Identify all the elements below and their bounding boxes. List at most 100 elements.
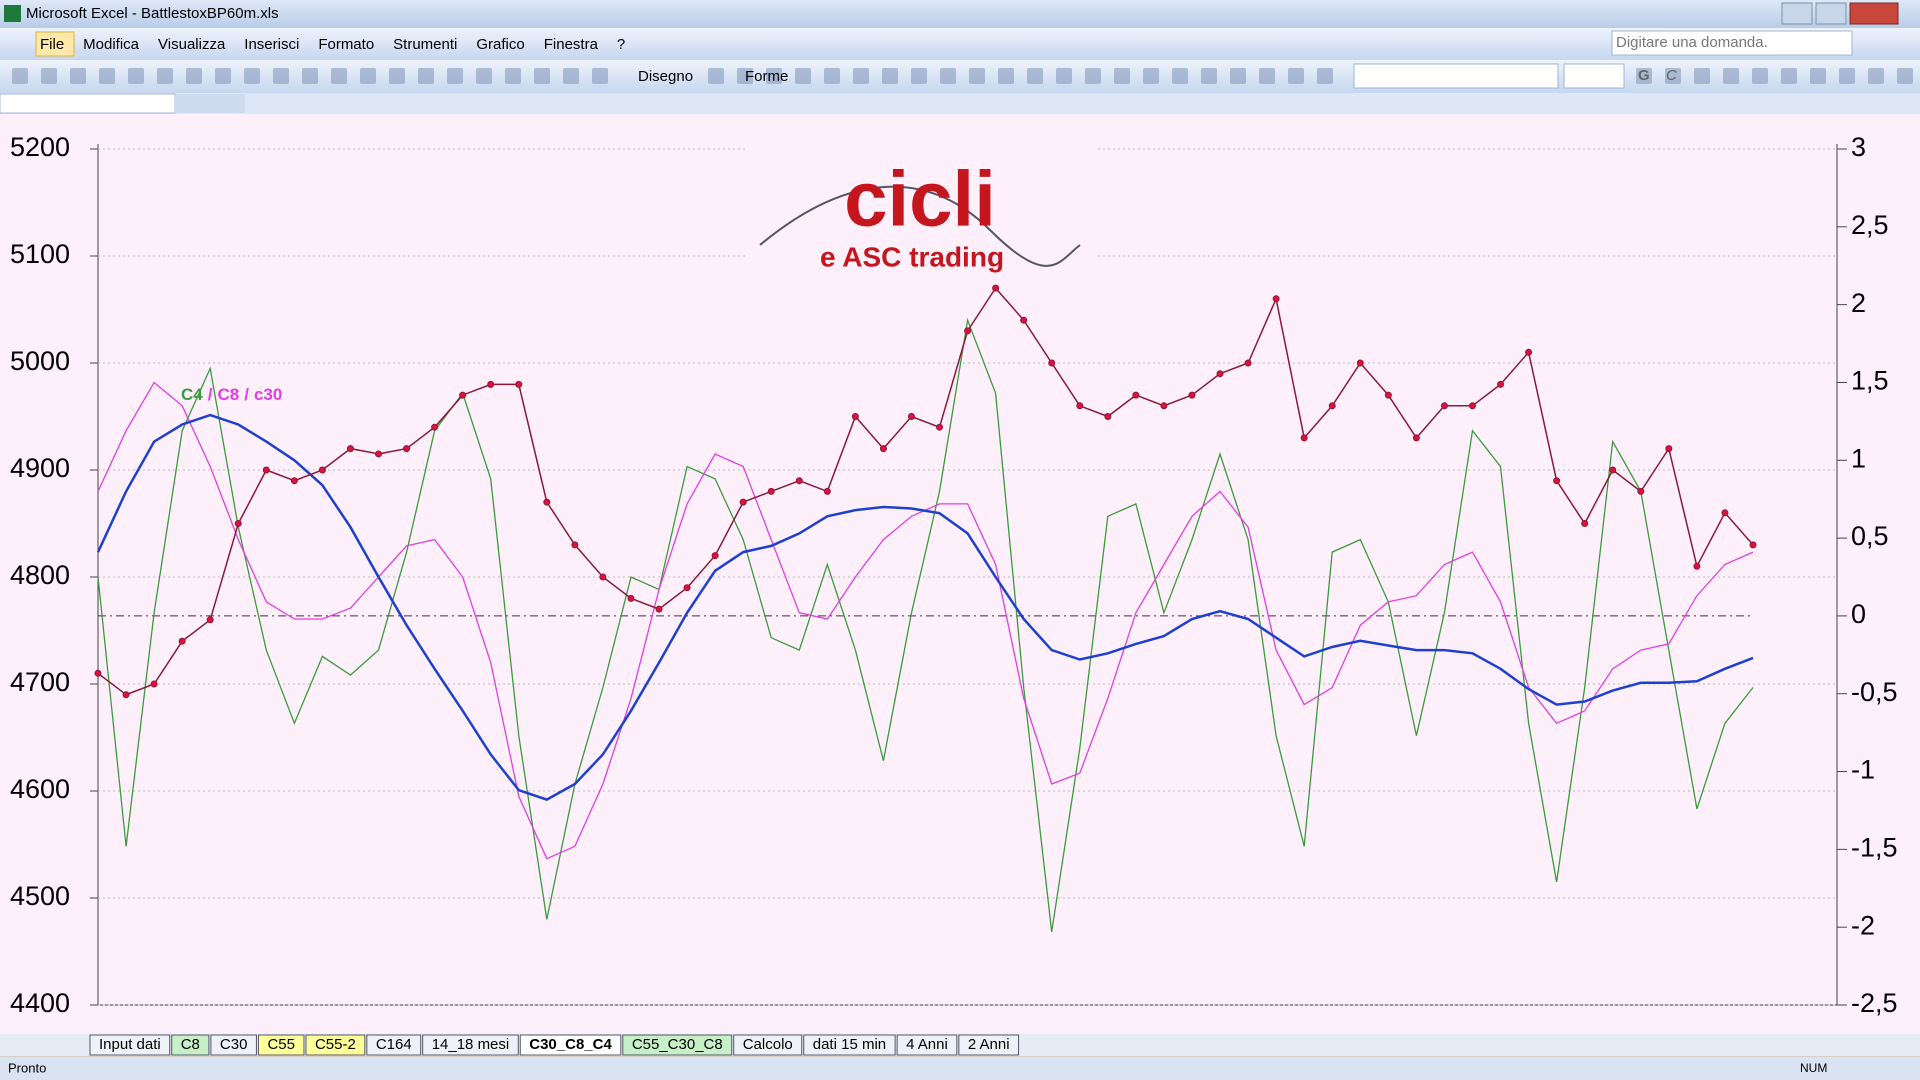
toolbar-icon[interactable] <box>41 68 57 84</box>
toolbar-icon[interactable] <box>1810 68 1826 84</box>
toolbar-icon[interactable] <box>534 68 550 84</box>
toolbar-icon[interactable] <box>1839 68 1855 84</box>
price-marker <box>1721 509 1729 517</box>
toolbar-icon[interactable] <box>882 68 898 84</box>
toolbar-icon[interactable] <box>1636 68 1652 84</box>
toolbar-icon[interactable] <box>563 68 579 84</box>
toolbar-icon[interactable] <box>1056 68 1072 84</box>
minimize-button[interactable] <box>1781 2 1813 25</box>
font-box[interactable] <box>1353 63 1559 89</box>
price-marker <box>1665 445 1673 453</box>
sheet-tab[interactable]: C8 <box>171 1034 210 1056</box>
toolbar-icon[interactable] <box>418 68 434 84</box>
sheet-tab[interactable]: Calcolo <box>733 1034 803 1056</box>
toolbar-icon[interactable] <box>1317 68 1333 84</box>
menu-item[interactable]: ? <box>617 36 625 53</box>
toolbar-icon[interactable] <box>1897 68 1913 84</box>
toolbar-icon[interactable] <box>1665 68 1681 84</box>
toolbar-icon[interactable] <box>1781 68 1797 84</box>
toolbar-icon[interactable] <box>70 68 86 84</box>
sheet-tab[interactable]: dati 15 min <box>803 1034 896 1056</box>
close-button[interactable] <box>1849 2 1899 25</box>
sheet-tab[interactable]: 14_18 mesi <box>422 1034 519 1056</box>
menu-item[interactable]: Strumenti <box>393 36 457 53</box>
sheet-tab[interactable]: C30_C8_C4 <box>519 1034 622 1056</box>
toolbar-icon[interactable] <box>447 68 463 84</box>
y2-tick-label: 0 <box>1851 599 1866 629</box>
menu-item[interactable]: File <box>40 36 64 53</box>
toolbar-icon[interactable] <box>853 68 869 84</box>
toolbar-icon[interactable] <box>737 68 753 84</box>
maximize-button[interactable] <box>1815 2 1847 25</box>
toolbar-icon[interactable] <box>1027 68 1043 84</box>
price-marker <box>1525 348 1533 356</box>
toolbar-icon[interactable] <box>128 68 144 84</box>
toolbar-icon[interactable] <box>215 68 231 84</box>
toolbar-icon[interactable] <box>273 68 289 84</box>
menu-item[interactable]: Modifica <box>83 36 140 53</box>
toolbar-icon[interactable] <box>360 68 376 84</box>
toolbar-icon[interactable] <box>186 68 202 84</box>
toolbar-icon[interactable] <box>998 68 1014 84</box>
toolbar-icon[interactable] <box>99 68 115 84</box>
toolbar-icon[interactable] <box>1114 68 1130 84</box>
help-box[interactable] <box>1611 30 1853 56</box>
toolbar-icon[interactable] <box>157 68 173 84</box>
price-marker <box>1132 391 1140 399</box>
toolbar-icon[interactable] <box>1752 68 1768 84</box>
toolbar-icon[interactable] <box>331 68 347 84</box>
toolbar-icon[interactable] <box>1694 68 1710 84</box>
toolbar-icon[interactable] <box>302 68 318 84</box>
sheet-tab[interactable]: C30 <box>210 1034 257 1056</box>
sheet-tab[interactable]: C55 <box>257 1034 305 1056</box>
toolbar-icon[interactable] <box>766 68 782 84</box>
price-marker <box>964 327 972 335</box>
toolbar-icon[interactable] <box>1085 68 1101 84</box>
formula-button[interactable] <box>175 94 245 113</box>
name-box[interactable] <box>0 93 176 114</box>
toolbar-icon[interactable] <box>708 68 724 84</box>
size-box[interactable] <box>1563 63 1625 89</box>
toolbar-icon[interactable] <box>1259 68 1275 84</box>
price-marker <box>487 380 495 388</box>
sheet-tab[interactable]: C164 <box>366 1034 422 1056</box>
drawing-menu[interactable]: Disegno <box>638 68 693 85</box>
toolbar-icon[interactable] <box>795 68 811 84</box>
toolbar-icon[interactable] <box>911 68 927 84</box>
sheet-tab[interactable]: 2 Anni <box>958 1034 1020 1056</box>
menu-item[interactable]: Finestra <box>544 36 599 53</box>
menu-item[interactable]: Grafico <box>476 36 524 53</box>
toolbar-icon[interactable] <box>389 68 405 84</box>
sheet-tab[interactable]: C55_C30_C8 <box>622 1034 733 1056</box>
italic-button[interactable]: C <box>1666 67 1677 84</box>
sheet-tab[interactable]: 4 Anni <box>896 1034 958 1056</box>
shapes-menu[interactable]: Forme <box>745 68 788 85</box>
toolbar-icon[interactable] <box>1723 68 1739 84</box>
bold-button[interactable]: G <box>1638 67 1650 84</box>
toolbar-icon[interactable] <box>1230 68 1246 84</box>
toolbar-icon[interactable] <box>592 68 608 84</box>
sheet-tabs: Input dati C8 C30 C55 C55-2 C164 14_18 mesi C30… <box>89 1034 1020 1056</box>
menu-item[interactable]: Inserisci <box>244 36 299 53</box>
y-tick-label: 5000 <box>10 346 70 376</box>
toolbar-icon[interactable] <box>824 68 840 84</box>
sheet-tab[interactable]: C55-2 <box>305 1034 366 1056</box>
toolbar-icon[interactable] <box>1172 68 1188 84</box>
legend: C4/C8/c30 <box>181 385 282 404</box>
price-marker <box>178 637 186 645</box>
toolbar-icon[interactable] <box>1868 68 1884 84</box>
toolbar-icon[interactable] <box>969 68 985 84</box>
menu-item[interactable]: Visualizza <box>158 36 226 53</box>
toolbar-icon[interactable] <box>476 68 492 84</box>
toolbar-icon[interactable] <box>12 68 28 84</box>
toolbar-icon[interactable] <box>1143 68 1159 84</box>
toolbar-icon[interactable] <box>1201 68 1217 84</box>
sheet-tab[interactable]: Input dati <box>89 1034 171 1056</box>
toolbar-icon[interactable] <box>505 68 521 84</box>
window-title: Microsoft Excel - BattlestoxBP60m.xls <box>26 5 279 22</box>
toolbar-icon[interactable] <box>940 68 956 84</box>
menu-item[interactable]: Formato <box>318 36 374 53</box>
tab-label: Calcolo <box>743 1036 793 1053</box>
toolbar-icon[interactable] <box>244 68 260 84</box>
toolbar-icon[interactable] <box>1288 68 1304 84</box>
